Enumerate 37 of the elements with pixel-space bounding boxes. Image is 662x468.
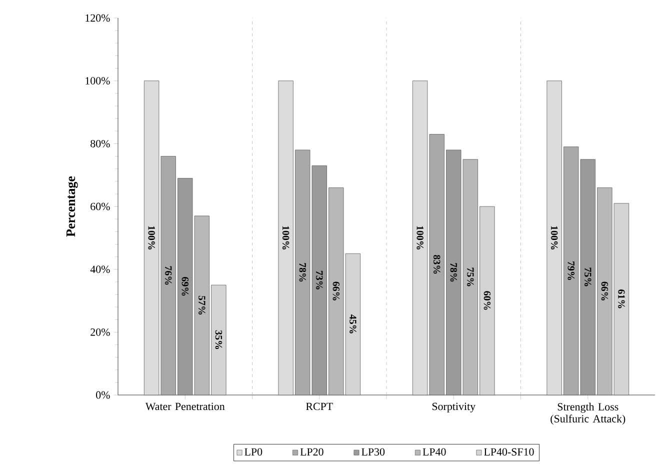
data-label: 66% bbox=[332, 282, 340, 300]
y-tick-label: 120% bbox=[86, 14, 110, 22]
data-label: 83% bbox=[433, 254, 440, 274]
data-label: 61% bbox=[618, 290, 625, 308]
data-label: 78% bbox=[450, 263, 458, 282]
x-tick-label: RCPT bbox=[306, 402, 333, 410]
data-label: 75% bbox=[467, 268, 474, 286]
y-tick-label: 0% bbox=[96, 391, 110, 399]
x-tick-label: Sorptivity bbox=[432, 402, 476, 412]
data-label: 60% bbox=[484, 291, 491, 310]
data-label: 78% bbox=[299, 263, 306, 282]
data-label: 79% bbox=[568, 262, 574, 280]
y-tick-label: 20% bbox=[90, 328, 110, 336]
legend-label: LP20 bbox=[300, 448, 324, 456]
data-label: 73% bbox=[316, 270, 323, 290]
data-label: 100% bbox=[282, 226, 290, 250]
y-tick-label: 60% bbox=[90, 202, 110, 210]
data-label: 100% bbox=[550, 226, 558, 250]
y-axis-title: Percentage bbox=[66, 176, 78, 237]
legend-label: LP40-SF10 bbox=[484, 448, 534, 456]
data-label: 69% bbox=[182, 276, 189, 296]
data-label: 100% bbox=[416, 226, 424, 250]
data-label: 100% bbox=[148, 226, 155, 250]
data-label: 35% bbox=[215, 330, 222, 350]
y-tick-label: 40% bbox=[90, 266, 110, 274]
data-label: 75% bbox=[584, 268, 592, 286]
data-label: 57% bbox=[198, 296, 206, 314]
x-tick-label: Strength Loss (Sulfuric Attack) bbox=[550, 402, 626, 425]
y-tick-label: 80% bbox=[90, 140, 110, 148]
data-label: 66% bbox=[601, 282, 608, 300]
legend-label: LP40 bbox=[422, 448, 446, 456]
legend-label: LP0 bbox=[244, 448, 262, 456]
data-label: 76% bbox=[164, 266, 172, 285]
data-label: 45% bbox=[350, 314, 356, 334]
x-tick-label: Water Penetration bbox=[145, 402, 225, 410]
legend-label: LP30 bbox=[362, 448, 385, 456]
y-tick-label: 100% bbox=[86, 77, 110, 85]
